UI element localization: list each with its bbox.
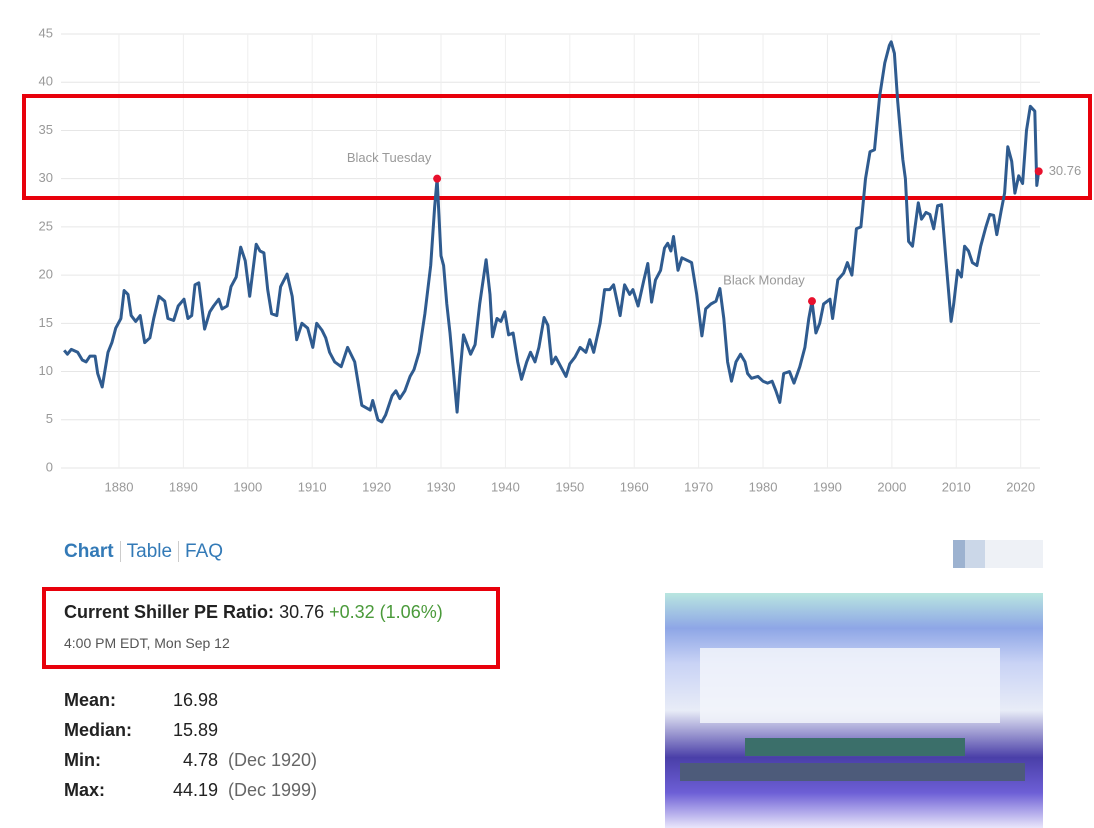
tab[interactable]: Chart: [64, 541, 114, 562]
ad-strip: [680, 763, 1025, 781]
current-ratio: Current Shiller PE Ratio: 30.76 +0.32 (1…: [64, 602, 443, 623]
stat-date: (Dec 1920): [228, 750, 318, 770]
stat-row: Min: 4.78 (Dec 1920): [64, 750, 317, 780]
x-tick-label: 1910: [298, 479, 327, 494]
tab[interactable]: Table: [119, 541, 179, 562]
x-tick-label: 2000: [877, 479, 906, 494]
stats: Mean: 16.98 Median: 15.89 Min: 4.78 (Dec 1920)…: [64, 690, 317, 810]
stat-row: Median: 15.89: [64, 720, 317, 750]
y-tick-label: 20: [39, 267, 53, 282]
tab-nav: Chart Table FAQ: [64, 541, 230, 563]
stat-label: Mean:: [64, 690, 117, 710]
y-tick-label: 5: [46, 411, 53, 426]
chart: 0 5 10 15 20 25 30 35 40 45 1880 1890 1900 1910 1920 19…: [22, 25, 1092, 494]
x-tick-label: 1950: [555, 479, 584, 494]
stat-value: 44.19: [172, 780, 218, 800]
x-tick-label: 1980: [749, 479, 778, 494]
x-tick-label: 1940: [491, 479, 520, 494]
stat-value: 15.89: [172, 720, 218, 740]
x-tick-label: 1970: [684, 479, 713, 494]
tab[interactable]: FAQ: [178, 541, 230, 562]
x-tick-label: 2010: [942, 479, 971, 494]
stat-value: 16.98: [172, 690, 218, 710]
event-dot: [807, 297, 816, 306]
y-tick-label: 0: [46, 459, 53, 474]
stat-value: 4.78: [182, 750, 218, 770]
y-tick-label: 25: [39, 218, 53, 233]
x-tick-label: 2020: [1006, 479, 1035, 494]
y-tick-label: 10: [39, 363, 53, 378]
x-tick-label: 1960: [620, 479, 649, 494]
current-label: 30.76: [1049, 163, 1082, 178]
stat-row: Mean: 16.98: [64, 690, 317, 720]
event-label: Black Tuesday: [347, 150, 432, 165]
x-tick-label: 1880: [105, 479, 134, 494]
x-tick-label: 1990: [813, 479, 842, 494]
x-tick-label: 1890: [169, 479, 198, 494]
current-label: Current Shiller PE Ratio:: [64, 602, 275, 622]
stat-label: Median:: [64, 720, 133, 740]
y-tick-label: 35: [39, 122, 53, 137]
stat-row: Max: 44.19 (Dec 1999): [64, 780, 317, 810]
y-tick-label: 40: [39, 74, 53, 89]
blurred-ad: [665, 593, 1043, 828]
current-value: 30.76: [279, 602, 325, 622]
event-label: Black Monday: [723, 273, 805, 288]
current-change: +0.32 (1.06%): [329, 602, 443, 622]
event-dot: [433, 174, 442, 183]
x-tick-label: 1900: [233, 479, 262, 494]
ad-panel: [700, 648, 1000, 723]
y-tick-label: 15: [39, 315, 53, 330]
stat-date: (Dec 1999): [228, 780, 318, 800]
highlight-box: [42, 587, 500, 669]
highlight-box: [22, 94, 1092, 200]
blurred-logo: [953, 540, 1043, 568]
stat-label: Min:: [64, 750, 101, 770]
y-tick-label: 30: [39, 170, 53, 185]
x-tick-label: 1920: [362, 479, 391, 494]
stat-label: Max:: [64, 780, 106, 800]
ad-strip: [745, 738, 965, 756]
x-tick-label: 1930: [427, 479, 456, 494]
pe-line: [63, 40, 1041, 424]
y-tick-label: 45: [39, 25, 53, 40]
current-time: 4:00 PM EDT, Mon Sep 12: [64, 635, 230, 651]
event-dot: [1034, 167, 1043, 176]
